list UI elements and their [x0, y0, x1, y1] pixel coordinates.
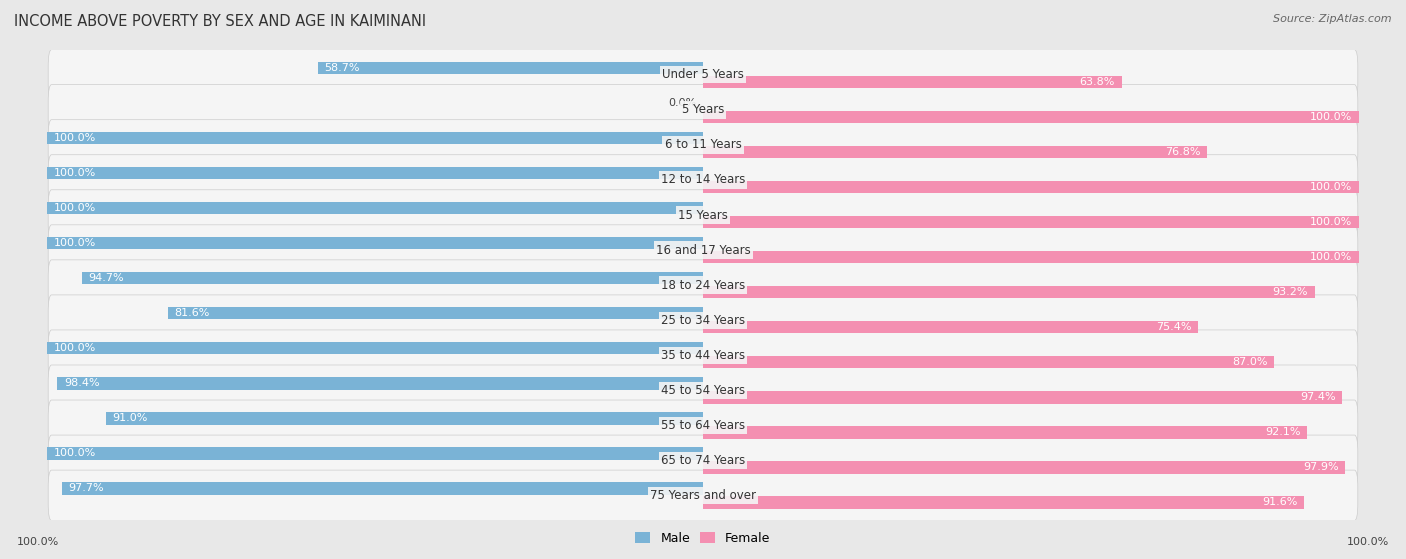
- Bar: [703, 356, 1274, 368]
- Text: 100.0%: 100.0%: [53, 238, 96, 248]
- Text: 6 to 11 Years: 6 to 11 Years: [665, 139, 741, 151]
- Text: 100.0%: 100.0%: [1310, 112, 1353, 122]
- FancyBboxPatch shape: [48, 190, 1358, 240]
- Bar: [46, 447, 703, 459]
- Text: 100.0%: 100.0%: [17, 537, 59, 547]
- Text: 100.0%: 100.0%: [53, 203, 96, 213]
- Text: 81.6%: 81.6%: [174, 308, 209, 318]
- Text: 98.4%: 98.4%: [63, 378, 100, 388]
- Text: Source: ZipAtlas.com: Source: ZipAtlas.com: [1274, 14, 1392, 24]
- Bar: [46, 236, 703, 249]
- FancyBboxPatch shape: [48, 400, 1358, 451]
- FancyBboxPatch shape: [48, 120, 1358, 170]
- Bar: [703, 251, 1360, 263]
- Text: 65 to 74 Years: 65 to 74 Years: [661, 454, 745, 467]
- Bar: [703, 75, 1122, 88]
- Text: Under 5 Years: Under 5 Years: [662, 68, 744, 82]
- Text: 87.0%: 87.0%: [1232, 357, 1267, 367]
- Text: 5 Years: 5 Years: [682, 103, 724, 116]
- Text: 94.7%: 94.7%: [89, 273, 124, 283]
- FancyBboxPatch shape: [48, 84, 1358, 135]
- Text: 12 to 14 Years: 12 to 14 Years: [661, 173, 745, 187]
- Text: 35 to 44 Years: 35 to 44 Years: [661, 349, 745, 362]
- Bar: [46, 202, 703, 214]
- Text: 100.0%: 100.0%: [53, 168, 96, 178]
- FancyBboxPatch shape: [48, 50, 1358, 100]
- Text: 76.8%: 76.8%: [1164, 147, 1201, 157]
- FancyBboxPatch shape: [48, 155, 1358, 205]
- Text: 63.8%: 63.8%: [1080, 77, 1115, 87]
- Text: 75.4%: 75.4%: [1156, 322, 1191, 332]
- Bar: [105, 412, 703, 424]
- Text: 75 Years and over: 75 Years and over: [650, 489, 756, 502]
- Text: 97.9%: 97.9%: [1303, 462, 1339, 472]
- FancyBboxPatch shape: [48, 260, 1358, 310]
- Text: 91.6%: 91.6%: [1263, 498, 1298, 508]
- FancyBboxPatch shape: [48, 295, 1358, 345]
- Bar: [82, 272, 703, 285]
- Text: 91.0%: 91.0%: [112, 413, 148, 423]
- Text: 97.4%: 97.4%: [1301, 392, 1336, 402]
- FancyBboxPatch shape: [48, 225, 1358, 275]
- Text: 55 to 64 Years: 55 to 64 Years: [661, 419, 745, 432]
- Bar: [703, 286, 1315, 299]
- Bar: [703, 181, 1360, 193]
- Bar: [46, 167, 703, 179]
- Text: 100.0%: 100.0%: [53, 343, 96, 353]
- Text: 100.0%: 100.0%: [1310, 217, 1353, 227]
- Bar: [703, 391, 1343, 404]
- Text: 25 to 34 Years: 25 to 34 Years: [661, 314, 745, 326]
- Text: 0.0%: 0.0%: [668, 98, 696, 108]
- Text: 93.2%: 93.2%: [1272, 287, 1308, 297]
- Bar: [318, 61, 703, 74]
- Text: 92.1%: 92.1%: [1265, 427, 1301, 437]
- Bar: [703, 321, 1198, 334]
- Text: 97.7%: 97.7%: [69, 484, 104, 494]
- Bar: [167, 307, 703, 319]
- Legend: Male, Female: Male, Female: [630, 527, 776, 550]
- Text: 100.0%: 100.0%: [1347, 537, 1389, 547]
- FancyBboxPatch shape: [48, 365, 1358, 415]
- Text: 100.0%: 100.0%: [53, 133, 96, 143]
- Bar: [46, 342, 703, 354]
- Text: 58.7%: 58.7%: [325, 63, 360, 73]
- Bar: [62, 482, 703, 495]
- Bar: [703, 111, 1360, 123]
- Text: 16 and 17 Years: 16 and 17 Years: [655, 244, 751, 257]
- Bar: [703, 146, 1206, 158]
- Text: 15 Years: 15 Years: [678, 209, 728, 221]
- Text: 18 to 24 Years: 18 to 24 Years: [661, 278, 745, 292]
- Text: 45 to 54 Years: 45 to 54 Years: [661, 383, 745, 397]
- Text: INCOME ABOVE POVERTY BY SEX AND AGE IN KAIMINANI: INCOME ABOVE POVERTY BY SEX AND AGE IN K…: [14, 14, 426, 29]
- Bar: [703, 461, 1346, 473]
- Text: 100.0%: 100.0%: [53, 448, 96, 458]
- Bar: [703, 426, 1308, 439]
- FancyBboxPatch shape: [48, 470, 1358, 520]
- Text: 100.0%: 100.0%: [1310, 252, 1353, 262]
- FancyBboxPatch shape: [48, 330, 1358, 381]
- Bar: [58, 377, 703, 390]
- Bar: [46, 131, 703, 144]
- Bar: [703, 216, 1360, 228]
- Text: 100.0%: 100.0%: [1310, 182, 1353, 192]
- FancyBboxPatch shape: [48, 435, 1358, 486]
- Bar: [703, 496, 1303, 509]
